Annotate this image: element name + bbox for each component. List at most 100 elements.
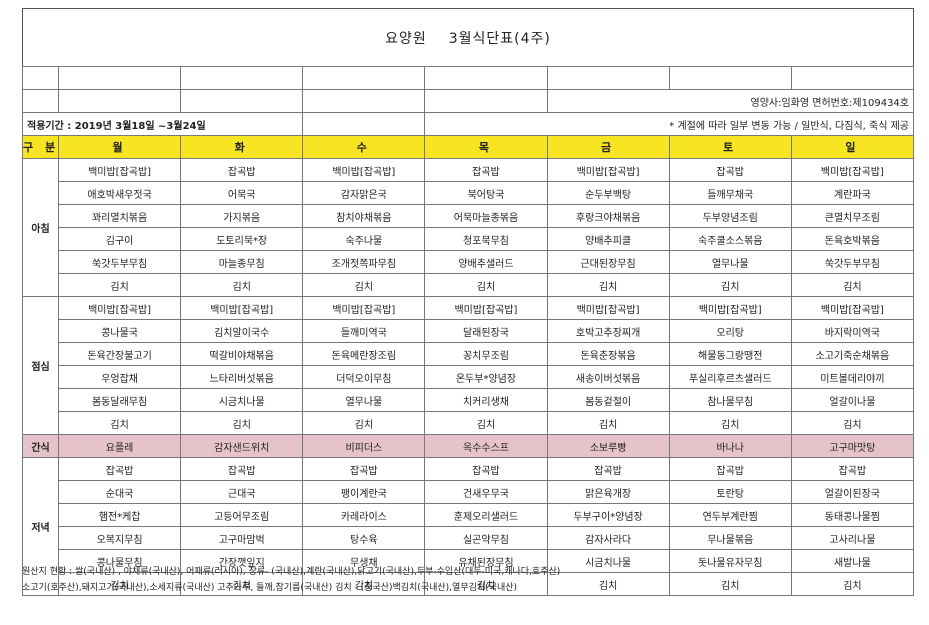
menu-cell: 건새우무국: [424, 480, 548, 504]
day-header: 월: [58, 135, 182, 159]
meal-row: 김구이 도토리묵*장 숙주나물 청포묵무침 양배추피클 숙주쿨소스볶음 돈육호박볶음: [23, 227, 915, 251]
menu-cell: 어묵마늘종볶음: [424, 204, 548, 228]
meal-row: 저녁 잡곡밥 잡곡밥 잡곡밥 잡곡밥 잡곡밥 잡곡밥 잡곡밥: [21, 457, 915, 596]
meal-row: 햄전*케찹 고등어무조림 카레라이스 훈제오리샐러드 두부구이*양념장 연두부계란찜 동태콩…: [23, 503, 915, 527]
menu-cell: 고구마맛탕: [790, 434, 915, 458]
meal-row: 점심 백미밥[잡곡밥] 백미밥[잡곡밥] 백미밥[잡곡밥] 백미밥[잡곡밥] 백미밥[잡곡…: [21, 296, 915, 435]
meal-row: 쑥갓두부무침 마늘종무침 조개젓쪽파무침 양배추샐러드 근대된장무침 열무나물 쑥갓두부무침: [23, 250, 915, 274]
menu-cell: 김치: [302, 411, 426, 435]
day-header: 금: [546, 135, 670, 159]
menu-cell: 순대국: [58, 480, 182, 504]
meal-row: 봄동달래무침 시금치나물 열무나물 치커리생채 봄동겉절이 참나물무침 얼갈이나물: [23, 388, 915, 412]
menu-cell: 돈육춘장볶음: [546, 342, 670, 366]
menu-cell: 백미밥[잡곡밥]: [302, 158, 426, 182]
menu-cell: 연두부계란찜: [668, 503, 792, 527]
menu-cell: 돈육메란장조림: [302, 342, 426, 366]
menu-cell: 김구이: [58, 227, 182, 251]
menu-cell: 백미밥[잡곡밥]: [424, 296, 548, 320]
menu-cell: 훈제오리샐러드: [424, 503, 548, 527]
menu-cell: 쑥갓두부무침: [790, 250, 915, 274]
meal-row: 돈육간장불고기 떡갈비야채볶음 돈육메란장조림 꽁치무조림 돈육춘장볶음 해물동그랑땡전 소…: [23, 342, 915, 366]
meal-row: 애호박새우젓국 어묵국 감자맑은국 북어탕국 순두부백탕 들깨무채국 계란파국: [23, 181, 915, 205]
meal-label: 간식: [21, 434, 60, 458]
menu-cell: 가지볶음: [180, 204, 304, 228]
menu-cell: 토란탕: [668, 480, 792, 504]
menu-cell: 김치: [790, 273, 915, 297]
menu-cell: 새송이버섯볶음: [546, 365, 670, 389]
day-header-row: 구 분 월 화 수 목 금 토 일: [21, 135, 915, 159]
menu-cell: 꽈리멸치볶음: [58, 204, 182, 228]
menu-cell: 열무나물: [302, 388, 426, 412]
menu-cell: 백미밥[잡곡밥]: [58, 158, 182, 182]
menu-cell: 봄동달래무침: [58, 388, 182, 412]
meal-row: 간식 요플레 감자샌드위치 비피더스 옥수수스프 소보루빵 바나나 고구마맛탕: [21, 434, 915, 458]
menu-cell: 잡곡밥: [546, 457, 670, 481]
menu-cell: 실곤약무침: [424, 526, 548, 550]
origin-line: 소고기(호주산),돼지고기(국내산),소세지류(국내산) 고추가루, 들깨,참기…: [22, 583, 518, 593]
menu-cell: 김치: [790, 411, 915, 435]
menu-cell: 조개젓쪽파무침: [302, 250, 426, 274]
menu-cell: 김치: [424, 572, 548, 596]
menu-cell: 잡곡밥: [668, 457, 792, 481]
menu-cell: 김치: [180, 411, 304, 435]
menu-cell: 백미밥[잡곡밥]: [790, 296, 915, 320]
menu-cell: 어묵국: [180, 181, 304, 205]
meal-row: 김치 김치 김치 김치 김치 김치 김치: [23, 273, 915, 297]
menu-cell: 카레라이스: [302, 503, 426, 527]
menu-cell: 감자맑은국: [302, 181, 426, 205]
meal-row: 아침 백미밥[잡곡밥] 잡곡밥 백미밥[잡곡밥] 잡곡밥 백미밥[잡곡밥] 잡곡밥 백미밥[잡…: [21, 158, 915, 297]
menu-cell: 백미밥[잡곡밥]: [302, 296, 426, 320]
meal-row: 김치 김치 김치 김치 김치 김치 김치: [23, 572, 915, 596]
meal-row: 우엉잡채 느타리버섯볶음 더덕오이무침 온두부*양념장 새송이버섯볶음 푸실리후르츠샐러드…: [23, 365, 915, 389]
menu-cell: 소고기죽순채볶음: [790, 342, 915, 366]
menu-cell: 얼갈이나물: [790, 388, 915, 412]
note-info: * 계절에 따라 일부 변동 가능 / 일반식, 다짐식, 죽식 제공: [424, 112, 914, 136]
menu-cell: 들깨무채국: [668, 181, 792, 205]
menu-cell: 김치: [302, 572, 426, 596]
meal-label: 아침: [21, 158, 60, 297]
menu-cell: 백미밥[잡곡밥]: [58, 296, 182, 320]
menu-cell: 참나물무침: [668, 388, 792, 412]
menu-cell: 잡곡밥: [424, 457, 548, 481]
menu-cell: 돈육호박볶음: [790, 227, 915, 251]
menu-cell: 온두부*양념장: [424, 365, 548, 389]
menu-cell: 백미밥[잡곡밥]: [180, 296, 304, 320]
menu-cell: 도토리묵*장: [180, 227, 304, 251]
menu-cell: 김치: [668, 411, 792, 435]
menu-cell: 더덕오이무침: [302, 365, 426, 389]
menu-cell: 두부구이*양념장: [546, 503, 670, 527]
menu-cell: 들깨미역국: [302, 319, 426, 343]
day-header: 화: [180, 135, 304, 159]
menu-cell: 쑥갓두부무침: [58, 250, 182, 274]
menu-cell: 김치: [424, 411, 548, 435]
menu-cell: 두부양념조림: [668, 204, 792, 228]
menu-cell: 달래된장국: [424, 319, 548, 343]
menu-cell: 근대국: [180, 480, 304, 504]
menu-cell: 푸실리후르츠샐러드: [668, 365, 792, 389]
menu-cell: 맑은육개장: [546, 480, 670, 504]
menu-cell: 우엉잡채: [58, 365, 182, 389]
menu-cell: 고구마맘벅: [180, 526, 304, 550]
menu-cell: 팽이계란국: [302, 480, 426, 504]
menu-cell: 애호박새우젓국: [58, 181, 182, 205]
menu-cell: 햄전*케찹: [58, 503, 182, 527]
meal-row: 콩나물무침 간장깻잎지 무생채 유채된장무침 시금치나물 돗나물유자무침 새발나물: [23, 549, 915, 573]
period-row: 적용기간 : 2019년 3월18일 ~3월24일 * 계절에 따라 일부 변동…: [21, 112, 914, 136]
menu-cell: 잡곡밥: [424, 158, 548, 182]
menu-cell: 김치: [424, 273, 548, 297]
menu-cell: 청포묵무침: [424, 227, 548, 251]
title-org: 요양원: [385, 31, 427, 47]
menu-cell: 양배추샐러드: [424, 250, 548, 274]
menu-cell: 옥수수스프: [424, 434, 548, 458]
menu-cell: 숙주나물: [302, 227, 426, 251]
menu-cell: 바지락미역국: [790, 319, 915, 343]
menu-cell: 마늘종무침: [180, 250, 304, 274]
menu-cell: 김치: [546, 273, 670, 297]
menu-cell: 호박고추장찌개: [546, 319, 670, 343]
menu-cell: 김치: [668, 273, 792, 297]
menu-cell: 후랑크야채볶음: [546, 204, 670, 228]
menu-cell: 근대된장무침: [546, 250, 670, 274]
dietitian-info: 영양사:임화영 면허번호:제109434호: [546, 89, 915, 113]
menu-cell: 김치: [790, 572, 915, 596]
menu-cell: 백미밥[잡곡밥]: [668, 296, 792, 320]
